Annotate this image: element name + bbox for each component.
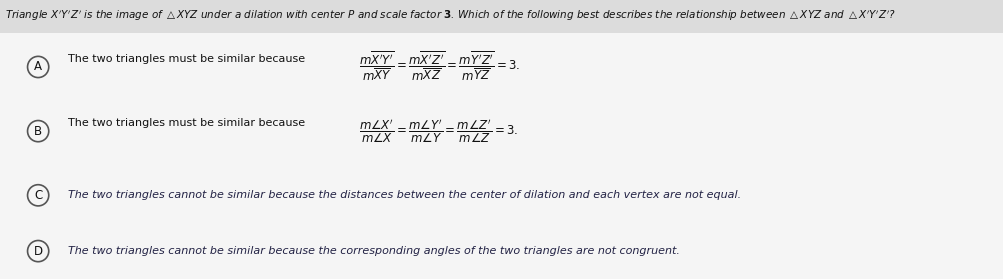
Text: The two triangles must be similar because: The two triangles must be similar becaus… xyxy=(68,118,309,128)
Text: The two triangles cannot be similar because the corresponding angles of the two : The two triangles cannot be similar beca… xyxy=(68,246,679,256)
Text: B: B xyxy=(34,125,42,138)
Text: D: D xyxy=(33,245,43,258)
Text: A: A xyxy=(34,61,42,73)
Text: $\dfrac{m\overline{X'Y'}}{m\overline{XY}} = \dfrac{m\overline{X'Z'}}{m\overline{: $\dfrac{m\overline{X'Y'}}{m\overline{XY}… xyxy=(359,50,521,83)
Text: $\dfrac{m\angle X'}{m\angle X} = \dfrac{m\angle Y'}{m\angle Y} = \dfrac{m\angle : $\dfrac{m\angle X'}{m\angle X} = \dfrac{… xyxy=(359,117,519,145)
FancyBboxPatch shape xyxy=(0,33,1003,279)
Text: Triangle $X'Y'Z'$ is the image of $\triangle XYZ$ under a dilation with center $: Triangle $X'Y'Z'$ is the image of $\tria… xyxy=(5,8,895,23)
Text: C: C xyxy=(34,189,42,202)
Text: The two triangles cannot be similar because the distances between the center of : The two triangles cannot be similar beca… xyxy=(68,190,740,200)
Text: The two triangles must be similar because: The two triangles must be similar becaus… xyxy=(68,54,309,64)
